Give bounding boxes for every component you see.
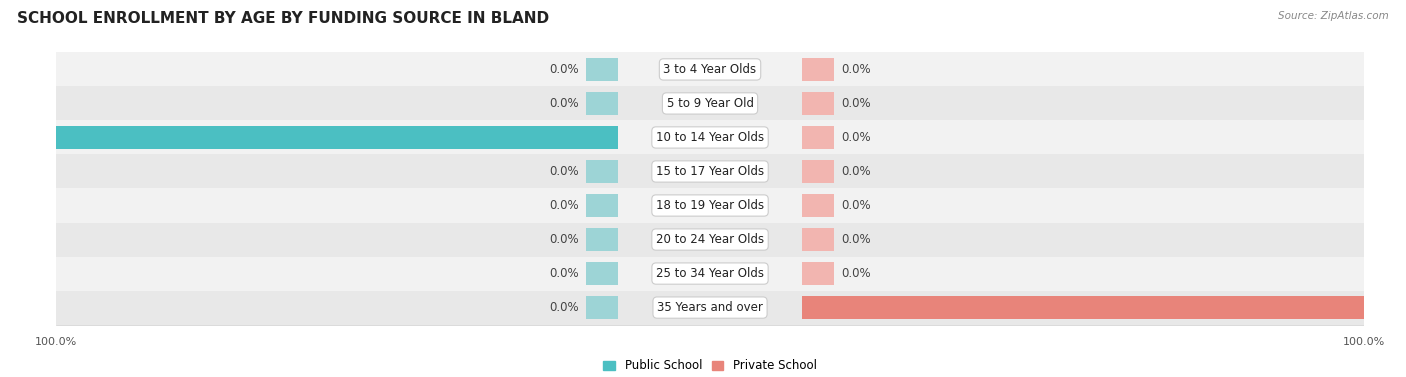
- Bar: [801, 262, 834, 285]
- Text: 0.0%: 0.0%: [550, 165, 579, 178]
- Bar: [586, 262, 619, 285]
- Bar: [801, 194, 834, 217]
- Text: 0.0%: 0.0%: [841, 267, 870, 280]
- Text: 15 to 17 Year Olds: 15 to 17 Year Olds: [657, 165, 763, 178]
- Text: 0.0%: 0.0%: [550, 63, 579, 76]
- Bar: [801, 58, 834, 81]
- Bar: [56, 52, 1364, 86]
- Bar: [56, 121, 1364, 155]
- Text: 0.0%: 0.0%: [550, 97, 579, 110]
- Text: 5 to 9 Year Old: 5 to 9 Year Old: [666, 97, 754, 110]
- Bar: [586, 194, 619, 217]
- Text: 0.0%: 0.0%: [550, 233, 579, 246]
- Text: Source: ZipAtlas.com: Source: ZipAtlas.com: [1278, 11, 1389, 21]
- Bar: [801, 228, 834, 251]
- Text: 0.0%: 0.0%: [841, 131, 870, 144]
- Bar: [56, 222, 1364, 256]
- Legend: Public School, Private School: Public School, Private School: [603, 359, 817, 372]
- Text: 0.0%: 0.0%: [841, 165, 870, 178]
- Bar: [801, 126, 834, 149]
- Text: 0.0%: 0.0%: [550, 301, 579, 314]
- Text: SCHOOL ENROLLMENT BY AGE BY FUNDING SOURCE IN BLAND: SCHOOL ENROLLMENT BY AGE BY FUNDING SOUR…: [17, 11, 548, 26]
- Bar: [0, 126, 619, 149]
- Text: 0.0%: 0.0%: [841, 97, 870, 110]
- Bar: [586, 228, 619, 251]
- Text: 25 to 34 Year Olds: 25 to 34 Year Olds: [657, 267, 763, 280]
- Bar: [56, 188, 1364, 222]
- Bar: [586, 160, 619, 183]
- Text: 0.0%: 0.0%: [550, 267, 579, 280]
- Bar: [586, 296, 619, 319]
- Text: 3 to 4 Year Olds: 3 to 4 Year Olds: [664, 63, 756, 76]
- Bar: [56, 291, 1364, 325]
- Text: 0.0%: 0.0%: [841, 199, 870, 212]
- Bar: [801, 296, 1406, 319]
- Bar: [801, 92, 834, 115]
- Bar: [56, 155, 1364, 188]
- Bar: [56, 256, 1364, 291]
- Text: 0.0%: 0.0%: [841, 233, 870, 246]
- Text: 10 to 14 Year Olds: 10 to 14 Year Olds: [657, 131, 763, 144]
- Text: 20 to 24 Year Olds: 20 to 24 Year Olds: [657, 233, 763, 246]
- Bar: [56, 86, 1364, 121]
- Text: 0.0%: 0.0%: [550, 199, 579, 212]
- Text: 0.0%: 0.0%: [841, 63, 870, 76]
- Bar: [801, 160, 834, 183]
- Bar: [586, 92, 619, 115]
- Bar: [586, 58, 619, 81]
- Text: 35 Years and over: 35 Years and over: [657, 301, 763, 314]
- Text: 18 to 19 Year Olds: 18 to 19 Year Olds: [657, 199, 763, 212]
